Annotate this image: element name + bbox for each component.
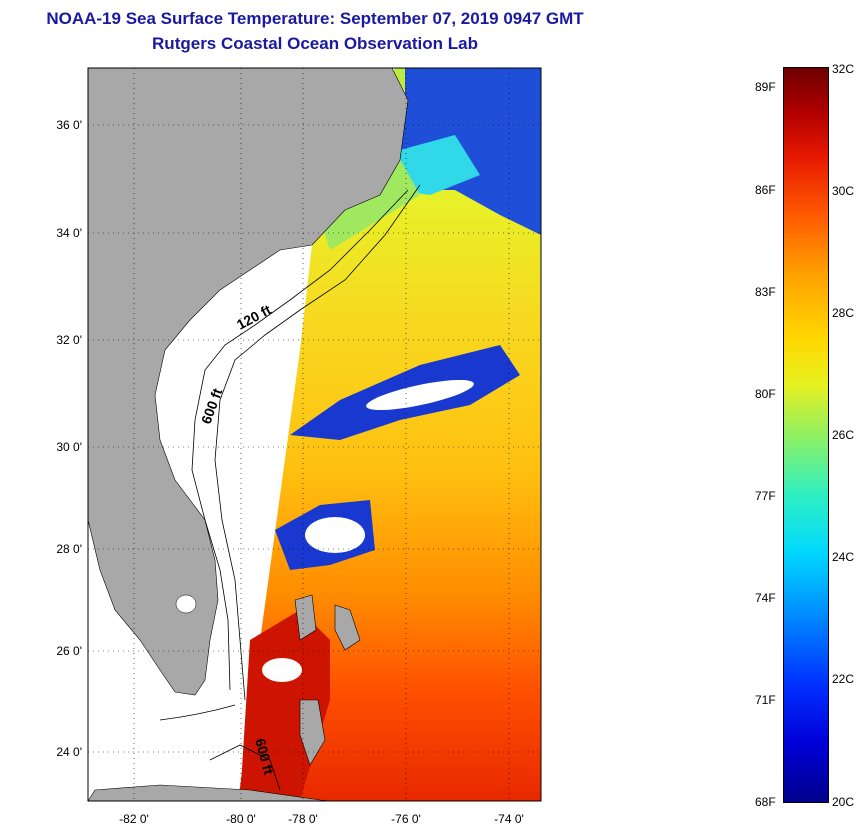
cold-water-region — [395, 68, 541, 235]
colorbar-f-label: 71F — [755, 693, 776, 707]
lat-label: 24 0' — [56, 745, 82, 759]
lake-okeechobee — [175, 594, 197, 614]
colorbar-f-label: 80F — [755, 387, 776, 401]
land-cuba — [88, 784, 331, 801]
map-subtitle: Rutgers Coastal Ocean Observation Lab — [152, 34, 478, 53]
colorbar-f-label: 74F — [755, 591, 776, 605]
colorbar-f-label: 86F — [755, 183, 776, 197]
lon-label: -80 0' — [226, 812, 256, 826]
colorbar-f-label: 77F — [755, 489, 776, 503]
colorbar-f-label: 83F — [755, 285, 776, 299]
map-panel — [88, 68, 541, 801]
colorbar-c-label: 28C — [832, 306, 855, 320]
lon-label: -74 0' — [494, 812, 524, 826]
lon-label: -82 0' — [119, 812, 149, 826]
temperature-colorbar — [783, 67, 829, 803]
lat-label: 34 0' — [56, 226, 82, 240]
colorbar-c-label: 32C — [832, 62, 855, 76]
lon-label: -76 0' — [391, 812, 421, 826]
lat-label: 26 0' — [56, 644, 82, 658]
colorbar-c-label: 24C — [832, 550, 855, 564]
land-bahamas — [294, 594, 317, 641]
land-southeast-us — [88, 68, 409, 696]
lat-label: 30 0' — [56, 440, 82, 454]
lat-label: 32 0' — [56, 333, 82, 347]
map-frame — [87, 67, 542, 802]
colorbar-c-label: 22C — [832, 672, 855, 686]
colorbar-c-label: 26C — [832, 428, 855, 442]
colorbar-c-label: 20C — [832, 795, 855, 809]
graticule — [88, 68, 541, 801]
contour-600ft — [214, 184, 421, 701]
colorbar-f-label: 68F — [755, 795, 776, 809]
contour-120ft — [191, 189, 409, 691]
colorbar-c-label: 30C — [832, 184, 855, 198]
lat-label: 36 0' — [56, 118, 82, 132]
map-title: NOAA-19 Sea Surface Temperature: Septemb… — [46, 9, 584, 28]
lon-label: -78 0' — [288, 812, 318, 826]
lat-label: 28 0' — [56, 542, 82, 556]
colorbar-f-label: 89F — [755, 80, 776, 94]
